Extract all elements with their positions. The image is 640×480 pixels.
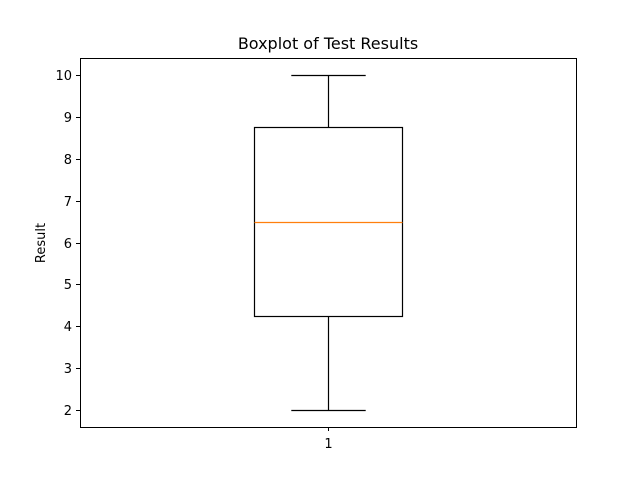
y-tick-label: 8 bbox=[64, 153, 72, 168]
y-tick-label: 5 bbox=[64, 278, 72, 293]
y-tick-label: 2 bbox=[64, 404, 72, 419]
box-series bbox=[253, 74, 404, 412]
y-axis-label: Result bbox=[34, 223, 49, 263]
y-tick-label: 10 bbox=[55, 69, 72, 84]
y-axis-ticks: 2 3 4 5 6 7 8 9 10 bbox=[55, 69, 80, 419]
y-tick-label: 9 bbox=[64, 111, 72, 126]
x-tick-label: 1 bbox=[324, 437, 332, 452]
y-tick-label: 6 bbox=[64, 237, 72, 252]
y-tick-label: 4 bbox=[64, 320, 72, 335]
x-axis-ticks: 1 bbox=[324, 427, 333, 452]
box-1 bbox=[253, 74, 404, 412]
chart-title: Boxplot of Test Results bbox=[238, 34, 418, 53]
y-tick-label: 3 bbox=[64, 362, 72, 377]
y-tick-label: 7 bbox=[64, 195, 72, 210]
